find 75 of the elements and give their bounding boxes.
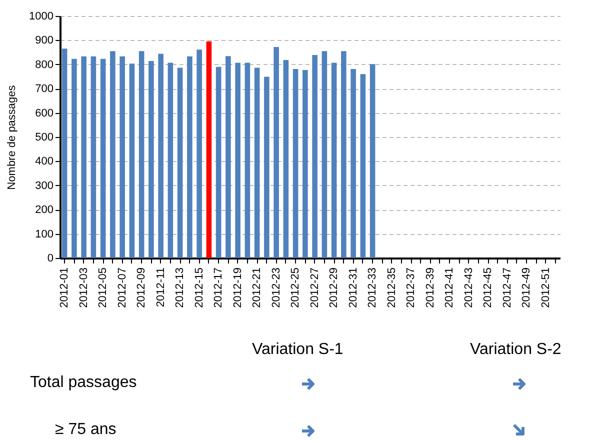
text: Total passages xyxy=(30,374,137,392)
bar xyxy=(254,68,260,258)
y-tick-label: 900 xyxy=(35,34,54,47)
x-tick-label: 2012-17 xyxy=(212,268,225,308)
x-tick-label: 2012-37 xyxy=(405,268,418,308)
x-tick-label: 2012-43 xyxy=(462,268,475,308)
bar xyxy=(292,69,298,258)
bar xyxy=(72,58,77,258)
bar xyxy=(138,51,144,258)
bar xyxy=(235,62,240,258)
y-tick-label: 500 xyxy=(35,132,54,144)
bar xyxy=(62,48,68,258)
y-tick-label: 600 xyxy=(35,107,54,120)
bar xyxy=(244,62,250,258)
bar xyxy=(283,60,289,258)
x-tick-label: 2012-31 xyxy=(347,268,360,308)
bar xyxy=(274,46,279,258)
bar xyxy=(177,68,183,258)
bar xyxy=(322,51,328,258)
y-tick-label: 700 xyxy=(35,83,54,96)
x-tick-label: 2012-01 xyxy=(58,268,71,308)
x-tick-label: 2012-41 xyxy=(444,268,456,308)
bar xyxy=(350,69,356,258)
x-tick-label: 2012-05 xyxy=(97,268,110,308)
bar xyxy=(90,56,96,258)
x-tick-label: 2012-29 xyxy=(328,268,340,308)
x-tick-label: 2012-49 xyxy=(520,268,533,308)
y-tick-label: 1000 xyxy=(29,10,54,22)
text: ≥ 75 ans xyxy=(55,421,116,439)
bar xyxy=(81,56,86,258)
bar xyxy=(264,76,270,258)
bar xyxy=(148,61,154,258)
bar xyxy=(100,58,106,258)
x-tick-label: 2012-19 xyxy=(232,268,244,308)
x-tick-label: 2012-03 xyxy=(78,268,90,308)
x-tick-label: 2012-15 xyxy=(193,268,206,308)
x-tick-label: 2012-13 xyxy=(174,268,186,308)
bar xyxy=(110,51,116,258)
x-tick-label: 2012-47 xyxy=(501,268,514,308)
x-tick-label: 2012-25 xyxy=(290,268,302,308)
x-tick-label: 2012-21 xyxy=(251,268,264,308)
bar xyxy=(206,41,212,258)
x-tick-label: 2012-45 xyxy=(482,268,494,308)
bar xyxy=(331,62,337,258)
x-tick-label: 2012-35 xyxy=(386,268,398,308)
bar xyxy=(120,56,125,258)
x-tick-label: 2012-07 xyxy=(116,268,128,308)
x-tick-label: 2012-23 xyxy=(270,268,282,308)
bar xyxy=(312,54,318,258)
y-tick-label: 100 xyxy=(35,228,54,240)
x-tick-label: 2012-33 xyxy=(366,268,379,308)
x-tick-label: 2012-09 xyxy=(136,268,148,308)
x-tick-label: 2012-39 xyxy=(424,268,436,308)
bar xyxy=(226,56,231,258)
text: Variation S-2 xyxy=(470,341,562,359)
bar xyxy=(168,62,174,258)
bar xyxy=(370,64,376,258)
x-tick-label: 2012-51 xyxy=(540,268,552,308)
bar xyxy=(196,50,202,258)
y-axis-title: Nombre de passages xyxy=(6,84,18,190)
bar xyxy=(129,64,135,258)
bar xyxy=(216,66,222,258)
text: Variation S-1 xyxy=(252,341,344,359)
bar xyxy=(302,70,308,258)
x-tick-label: 2012-27 xyxy=(308,268,321,308)
y-tick-label: 200 xyxy=(35,204,54,216)
x-tick-label: 2012-11 xyxy=(154,268,167,308)
y-tick-label: 300 xyxy=(35,180,54,192)
bar xyxy=(158,54,164,258)
bar xyxy=(341,51,346,258)
bar xyxy=(360,74,366,258)
y-tick-label: 0 xyxy=(47,252,54,264)
bar xyxy=(187,56,192,258)
y-tick-label: 800 xyxy=(35,58,54,71)
y-tick-label: 400 xyxy=(35,156,54,168)
